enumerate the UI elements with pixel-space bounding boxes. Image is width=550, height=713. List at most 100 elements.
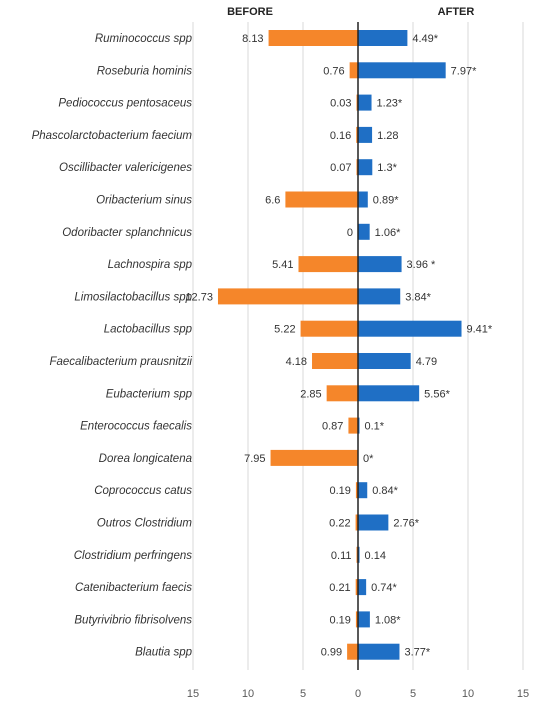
- category-label: Lachnospira spp: [108, 259, 193, 271]
- category-label: Limosilactobacillus spp: [74, 291, 192, 303]
- before-value-label: 8.13: [242, 33, 263, 45]
- x-tick-label: 0: [355, 688, 361, 700]
- before-bar: [349, 62, 358, 79]
- x-tick-label: 10: [462, 688, 474, 700]
- category-label: Pediococcus pentosaceus: [58, 98, 192, 110]
- after-bar: [358, 579, 367, 596]
- after-value-label: 3.96 *: [407, 259, 436, 271]
- before-value-label: 0.07: [330, 162, 351, 174]
- before-value-label: 7.95: [244, 453, 265, 465]
- before-bar: [270, 449, 358, 466]
- after-value-label: 1.06*: [375, 227, 401, 239]
- before-value-label: 12.73: [185, 291, 213, 303]
- after-bar: [358, 643, 400, 660]
- after-bar: [358, 320, 462, 337]
- x-tick-labels: 15 10 5 0 5 10 15: [187, 688, 529, 700]
- before-bar: [355, 482, 358, 499]
- before-bar: [356, 126, 358, 143]
- after-value-label: 0.84*: [372, 485, 398, 497]
- before-value-label: 2.85: [300, 388, 321, 400]
- value-labels: 8.13 4.49* 0.76 7.97* 0.03 1.23* 0.16 1.28 0.07 1…: [185, 33, 492, 659]
- before-bar: [300, 320, 358, 337]
- bars: [217, 30, 462, 660]
- after-value-label: 9.41*: [467, 324, 493, 336]
- after-bar: [358, 223, 370, 240]
- after-bar: [358, 94, 372, 111]
- x-tick-label: 5: [410, 688, 416, 700]
- before-bar: [268, 30, 358, 46]
- before-value-label: 0.87: [322, 421, 343, 433]
- x-tick-label: 10: [242, 688, 254, 700]
- after-bar: [358, 514, 389, 531]
- before-bar: [348, 417, 358, 434]
- before-value-label: 0.21: [329, 582, 350, 594]
- after-bar: [358, 126, 373, 143]
- x-tick-label: 5: [300, 688, 306, 700]
- category-label: Eubacterium spp: [106, 388, 193, 400]
- before-value-label: 0: [347, 227, 353, 239]
- before-value-label: 0.16: [330, 130, 351, 142]
- after-bar: [358, 256, 402, 273]
- after-value-label: 0*: [363, 453, 374, 465]
- before-value-label: 4.18: [286, 356, 307, 368]
- after-bar: [358, 191, 368, 208]
- before-value-label: 0.99: [321, 647, 342, 659]
- after-value-label: 3.77*: [404, 647, 430, 659]
- after-value-label: 1.23*: [377, 98, 403, 110]
- x-tick-label: 15: [517, 688, 529, 700]
- after-value-label: 7.97*: [451, 65, 477, 77]
- before-bar: [326, 385, 358, 402]
- category-label: Roseburia hominis: [97, 65, 192, 77]
- before-bar: [285, 191, 358, 208]
- category-label: Clostridium perfringens: [74, 550, 192, 562]
- x-tick-label: 15: [187, 688, 199, 700]
- category-label: Butyrivibrio fibrisolvens: [74, 614, 192, 626]
- after-value-label: 1.28: [377, 130, 398, 142]
- before-value-label: 5.41: [272, 259, 293, 271]
- category-label: Lactobacillus spp: [104, 324, 193, 336]
- after-value-label: 1.3*: [377, 162, 397, 174]
- category-label: Enterococcus faecalis: [80, 421, 192, 433]
- category-label: Dorea longicatena: [99, 453, 192, 465]
- before-value-label: 5.22: [274, 324, 295, 336]
- after-value-label: 0.1*: [365, 421, 385, 433]
- category-labels: Ruminococcus spp Roseburia hominis Pedioco…: [32, 33, 193, 659]
- after-value-label: 4.79: [416, 356, 437, 368]
- after-value-label: 0.74*: [371, 582, 397, 594]
- after-value-label: 3.84*: [405, 291, 431, 303]
- category-label: Faecalibacterium prausnitzii: [49, 356, 192, 368]
- after-value-label: 0.14: [365, 550, 386, 562]
- category-label: Odoribacter splanchnicus: [62, 227, 192, 239]
- before-value-label: 0.03: [330, 98, 351, 110]
- before-value-label: 6.6: [265, 195, 280, 207]
- after-bar: [358, 353, 411, 369]
- category-label: Coprococcus catus: [94, 485, 192, 497]
- after-value-label: 4.49*: [412, 33, 438, 45]
- category-label: Ruminococcus spp: [95, 33, 193, 45]
- before-value-label: 0.19: [329, 614, 350, 626]
- after-value-label: 2.76*: [393, 518, 419, 530]
- category-label: Outros Clostridium: [97, 518, 193, 530]
- before-bar: [312, 353, 358, 369]
- before-bar: [355, 579, 358, 596]
- after-value-label: 1.08*: [375, 614, 401, 626]
- before-bar: [217, 288, 358, 305]
- after-bar: [358, 30, 408, 46]
- before-value-label: 0.22: [329, 518, 350, 530]
- category-label: Catenibacterium faecis: [75, 582, 192, 594]
- after-bar: [358, 159, 373, 176]
- after-value-label: 0.89*: [373, 195, 399, 207]
- after-bar: [358, 482, 368, 499]
- before-bar: [298, 256, 358, 273]
- category-label: Oribacterium sinus: [96, 195, 192, 207]
- before-value-label: 0.19: [329, 485, 350, 497]
- before-bar: [355, 514, 358, 531]
- before-bar: [347, 643, 358, 660]
- after-bar: [358, 288, 401, 305]
- header-before: BEFORE: [227, 6, 273, 18]
- after-bar: [358, 62, 446, 79]
- header-after: AFTER: [438, 6, 475, 18]
- category-label: Phascolarctobacterium faecium: [32, 130, 193, 142]
- before-bar: [355, 611, 358, 628]
